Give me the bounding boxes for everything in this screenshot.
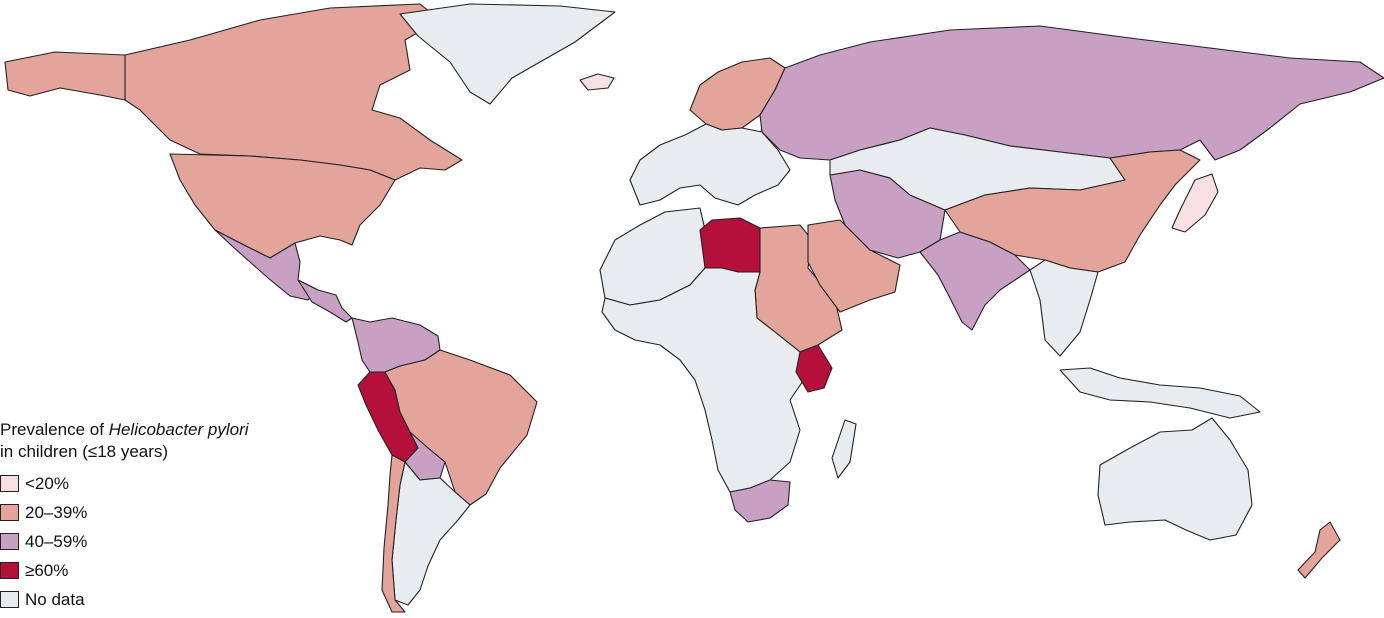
region-madagascar bbox=[831, 419, 857, 479]
region-usa bbox=[169, 153, 396, 259]
legend-item-no-data: No data bbox=[0, 585, 520, 614]
region-australia bbox=[1097, 417, 1253, 541]
legend-label-lt20: <20% bbox=[25, 473, 69, 493]
region-indonesia bbox=[1059, 367, 1261, 419]
legend-title-organism: Helicobacter pylori bbox=[108, 420, 249, 439]
legend-swatch-20-39 bbox=[0, 504, 19, 521]
map-legend: Prevalence of Helicobacter pylori in chi… bbox=[0, 419, 520, 614]
region-kenya bbox=[795, 344, 833, 393]
region-libya bbox=[699, 217, 761, 273]
region-west-central-africa bbox=[601, 267, 806, 493]
region-japan bbox=[1171, 173, 1219, 233]
legend-item-20-39: 20–39% bbox=[0, 498, 520, 527]
legend-item-ge60: ≥60% bbox=[0, 556, 520, 585]
legend-item-40-59: 40–59% bbox=[0, 527, 520, 556]
region-southeast-asia bbox=[1029, 259, 1099, 357]
region-china bbox=[944, 149, 1201, 273]
legend-label-ge60: ≥60% bbox=[25, 560, 69, 580]
legend-title-prefix: Prevalence of bbox=[0, 420, 109, 439]
legend-swatch-lt20 bbox=[0, 475, 19, 492]
legend-swatch-ge60 bbox=[0, 562, 19, 579]
legend-title-line2: in children (≤18 years) bbox=[0, 442, 169, 461]
region-new-zealand bbox=[1297, 521, 1341, 579]
region-europe bbox=[629, 123, 791, 206]
legend-label-20-39: 20–39% bbox=[25, 502, 88, 522]
region-central-america bbox=[297, 279, 353, 323]
region-iceland bbox=[579, 73, 615, 91]
legend-label-40-59: 40–59% bbox=[25, 531, 88, 551]
region-canada bbox=[124, 3, 463, 181]
legend-label-no-data: No data bbox=[25, 589, 85, 609]
region-alaska bbox=[4, 51, 126, 101]
legend-item-lt20: <20% bbox=[0, 469, 520, 498]
region-russia bbox=[759, 25, 1384, 161]
legend-title: Prevalence of Helicobacter pylori bbox=[0, 419, 520, 441]
region-south-africa bbox=[729, 479, 791, 523]
legend-swatch-40-59 bbox=[0, 533, 19, 550]
region-chile bbox=[381, 454, 406, 613]
legend-swatch-no-data bbox=[0, 591, 19, 608]
region-greenland bbox=[399, 3, 616, 105]
